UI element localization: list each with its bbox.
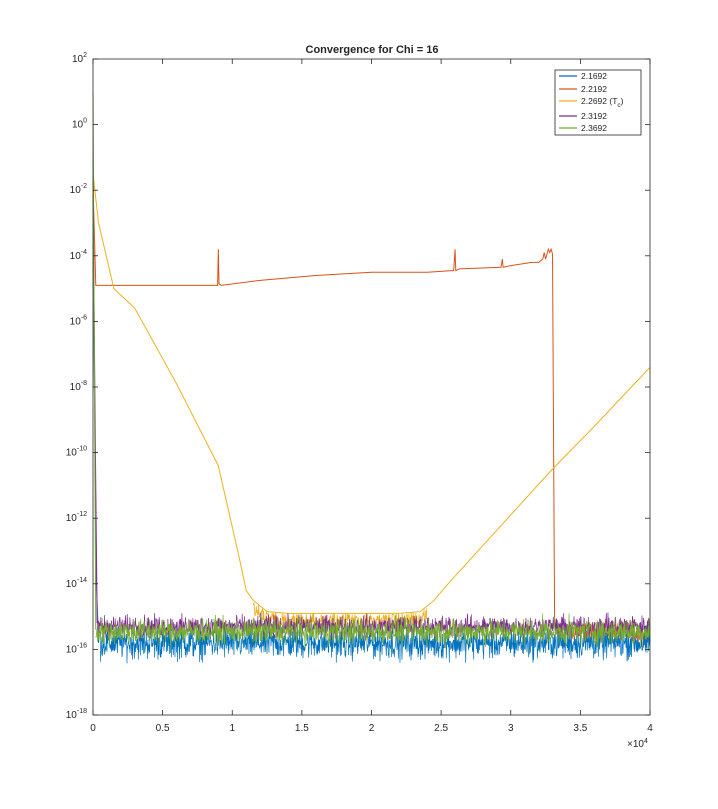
legend-label: 2.3692 — [581, 123, 607, 133]
legend-box — [554, 69, 642, 136]
y-tick-label: 100 — [72, 118, 87, 131]
y-tick-label: 10-14 — [66, 577, 87, 590]
x-tick-label: 1 — [229, 723, 235, 734]
legend-label: 2.2192 — [581, 84, 607, 94]
y-tick-label: 102 — [72, 52, 87, 65]
x-tick-label: 0 — [90, 723, 96, 734]
legend-label: 2.1692 — [581, 71, 607, 81]
y-tick-label: 10-10 — [66, 446, 87, 459]
y-tick-label: 10-6 — [70, 314, 87, 327]
y-axis: 102 100 10-2 10-4 10-6 10-8 10-10 10-12 10-14 10-… — [66, 52, 650, 721]
x-axis-multiplier: ×104 — [627, 738, 648, 750]
y-tick-label: 10-12 — [66, 511, 87, 524]
legend-label: 2.3192 — [581, 111, 607, 121]
series-noise-floor — [99, 622, 650, 664]
x-axis: 0 0.5 1 1.5 2 2.5 3 3.5 4 — [90, 59, 653, 734]
x-tick-label: 2 — [369, 723, 375, 734]
x-tick-label: 3 — [508, 723, 514, 734]
chart-title: Convergence for Chi = 16 — [306, 44, 439, 56]
series-line — [93, 173, 650, 614]
series-noise-floor — [96, 612, 650, 640]
y-tick-label: 10-18 — [66, 708, 87, 721]
x-tick-label: 3.5 — [573, 723, 587, 734]
series-line — [93, 190, 558, 627]
legend: 2.1692 2.2192 2.2692 (Tc) 2.3192 2.3692 — [554, 69, 642, 136]
series-noise-floor — [95, 613, 650, 649]
y-tick-label: 10-8 — [70, 380, 87, 393]
y-tick-label: 10-2 — [70, 183, 87, 196]
y-tick-label: 10-16 — [66, 642, 87, 655]
legend-label: 2.2692 (Tc) — [581, 96, 624, 109]
x-tick-label: 1.5 — [295, 723, 309, 734]
x-tick-label: 2.5 — [434, 723, 448, 734]
x-tick-label: 0.5 — [156, 723, 170, 734]
y-tick-label: 10-4 — [70, 249, 87, 262]
x-tick-label: 4 — [647, 723, 653, 734]
